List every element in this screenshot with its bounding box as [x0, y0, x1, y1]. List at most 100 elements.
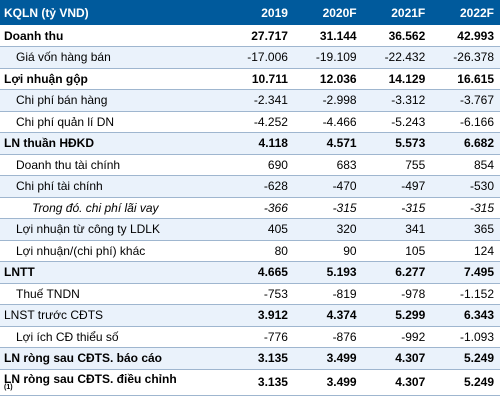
- header-year-2022f: 2022F: [459, 5, 494, 20]
- table-row: Chi phí tài chính -628 -470 -497 -530: [0, 175, 500, 198]
- row-label: Thuế TNDN: [0, 283, 226, 305]
- row-label: LN ròng sau CĐTS. báo cáo: [0, 347, 226, 370]
- table-row: Giá vốn hàng bán -17.006 -19.109 -22.432…: [0, 46, 500, 69]
- table-row: Lợi nhuận/(chi phí) khác 80 90 105 124: [0, 240, 500, 262]
- row-value: 365: [431, 218, 500, 241]
- row-value: 3.499: [293, 347, 363, 370]
- row-value: 14.129: [362, 68, 432, 90]
- header-year-2019: 2019: [261, 5, 288, 20]
- financial-results-table: KQLN (tỷ VND) 2019 2020F 2021F 2022F Doa…: [0, 0, 500, 396]
- row-value: -992: [362, 326, 432, 348]
- row-label: Giá vốn hàng bán: [0, 46, 226, 69]
- row-value: 5.193: [293, 261, 363, 284]
- row-value: -776: [225, 326, 294, 348]
- row-value: 341: [362, 218, 432, 241]
- row-label: Doanh thu: [0, 25, 226, 47]
- row-value: 4.118: [225, 132, 294, 155]
- row-value: -4.252: [225, 111, 294, 133]
- row-label: Chi phí tài chính: [0, 175, 226, 198]
- row-value: -1.093: [431, 326, 500, 348]
- row-value: 16.615: [431, 68, 500, 90]
- row-value: 5.299: [362, 304, 432, 327]
- row-value: -753: [225, 283, 294, 305]
- row-value: 6.343: [431, 304, 500, 327]
- row-label-text: LN ròng sau CĐTS. điều chỉnh: [4, 372, 177, 386]
- row-value: 42.993: [431, 25, 500, 47]
- row-value: 10.711: [225, 68, 294, 90]
- row-value: -315: [431, 197, 500, 219]
- row-label: Lợi ích CĐ thiểu số: [0, 326, 226, 348]
- row-value: -315: [293, 197, 363, 219]
- row-value: -497: [362, 175, 432, 198]
- table-row: Lợi ích CĐ thiểu số -776 -876 -992 -1.09…: [0, 326, 500, 348]
- table-row: LNST trước CĐTS 3.912 4.374 5.299 6.343: [0, 304, 500, 327]
- row-value: 4.374: [293, 304, 363, 327]
- row-label: LN thuần HĐKD: [0, 132, 226, 155]
- row-value: -22.432: [362, 46, 432, 69]
- row-value: 3.135: [225, 369, 294, 396]
- row-label: LNTT: [0, 261, 226, 284]
- row-label: LNST trước CĐTS: [0, 304, 226, 327]
- row-value: 755: [362, 154, 432, 176]
- header-year-2021f: 2021F: [391, 5, 426, 20]
- row-value: 3.135: [225, 347, 294, 370]
- row-value: 90: [293, 240, 363, 262]
- table-row: Doanh thu 27.717 31.144 36.562 42.993: [0, 25, 500, 47]
- row-value: -819: [293, 283, 363, 305]
- row-label: Chi phí quản lí DN: [0, 111, 226, 133]
- row-value: 4.307: [362, 369, 432, 396]
- row-label: Doanh thu tài chính: [0, 154, 226, 176]
- row-label: Lợi nhuận từ công ty LDLK: [0, 218, 226, 241]
- row-label: Chi phí bán hàng: [0, 89, 226, 112]
- row-value: -3.767: [431, 89, 500, 112]
- row-value: -2.998: [293, 89, 363, 112]
- row-value: 3.499: [293, 369, 363, 396]
- row-value: 27.717: [225, 25, 294, 47]
- row-value: -1.152: [431, 283, 500, 305]
- footnote-marker: (1): [4, 384, 13, 391]
- row-value: -5.243: [362, 111, 432, 133]
- row-label: LN ròng sau CĐTS. điều chỉnh (1): [0, 369, 226, 396]
- row-value: 405: [225, 218, 294, 241]
- row-value: 6.277: [362, 261, 432, 284]
- row-value: -470: [293, 175, 363, 198]
- table-row: LN ròng sau CĐTS. điều chỉnh (1) 3.135 3.…: [0, 369, 500, 396]
- table-row: Chi phí bán hàng -2.341 -2.998 -3.312 -3…: [0, 89, 500, 112]
- row-value: -2.341: [225, 89, 294, 112]
- row-label: Lợi nhuận/(chi phí) khác: [0, 240, 226, 262]
- row-value: -6.166: [431, 111, 500, 133]
- row-value: 124: [431, 240, 500, 262]
- row-value: 320: [293, 218, 363, 241]
- row-value: 12.036: [293, 68, 363, 90]
- table-row: Trong đó. chi phí lãi vay -366 -315 -315…: [0, 197, 500, 219]
- row-value: 4.571: [293, 132, 363, 155]
- row-value: -315: [362, 197, 432, 219]
- row-value: 105: [362, 240, 432, 262]
- table-row: Chi phí quản lí DN -4.252 -4.466 -5.243 …: [0, 111, 500, 133]
- table-row: LN ròng sau CĐTS. báo cáo 3.135 3.499 4.…: [0, 347, 500, 370]
- table-row: LNTT 4.665 5.193 6.277 7.495: [0, 261, 500, 284]
- row-value: -3.312: [362, 89, 432, 112]
- row-value: 5.573: [362, 132, 432, 155]
- row-value: -4.466: [293, 111, 363, 133]
- table-row: Thuế TNDN -753 -819 -978 -1.152: [0, 283, 500, 305]
- table-row: Lợi nhuận từ công ty LDLK 405 320 341 36…: [0, 218, 500, 241]
- header-year-2020f: 2020F: [322, 5, 357, 20]
- row-value: 683: [293, 154, 363, 176]
- table-row: Lợi nhuận gộp 10.711 12.036 14.129 16.61…: [0, 68, 500, 90]
- row-label: Lợi nhuận gộp: [0, 68, 226, 90]
- row-value: -628: [225, 175, 294, 198]
- row-value: 4.665: [225, 261, 294, 284]
- table-row: LN thuần HĐKD 4.118 4.571 5.573 6.682: [0, 132, 500, 155]
- row-value: 80: [225, 240, 294, 262]
- row-value: 4.307: [362, 347, 432, 370]
- row-value: 5.249: [431, 369, 500, 396]
- row-value: -876: [293, 326, 363, 348]
- row-value: 690: [225, 154, 294, 176]
- row-value: -19.109: [293, 46, 363, 69]
- table-header-row: KQLN (tỷ VND) 2019 2020F 2021F 2022F: [0, 0, 500, 25]
- row-value: -978: [362, 283, 432, 305]
- row-value: 31.144: [293, 25, 363, 47]
- row-value: -366: [225, 197, 294, 219]
- row-value: 5.249: [431, 347, 500, 370]
